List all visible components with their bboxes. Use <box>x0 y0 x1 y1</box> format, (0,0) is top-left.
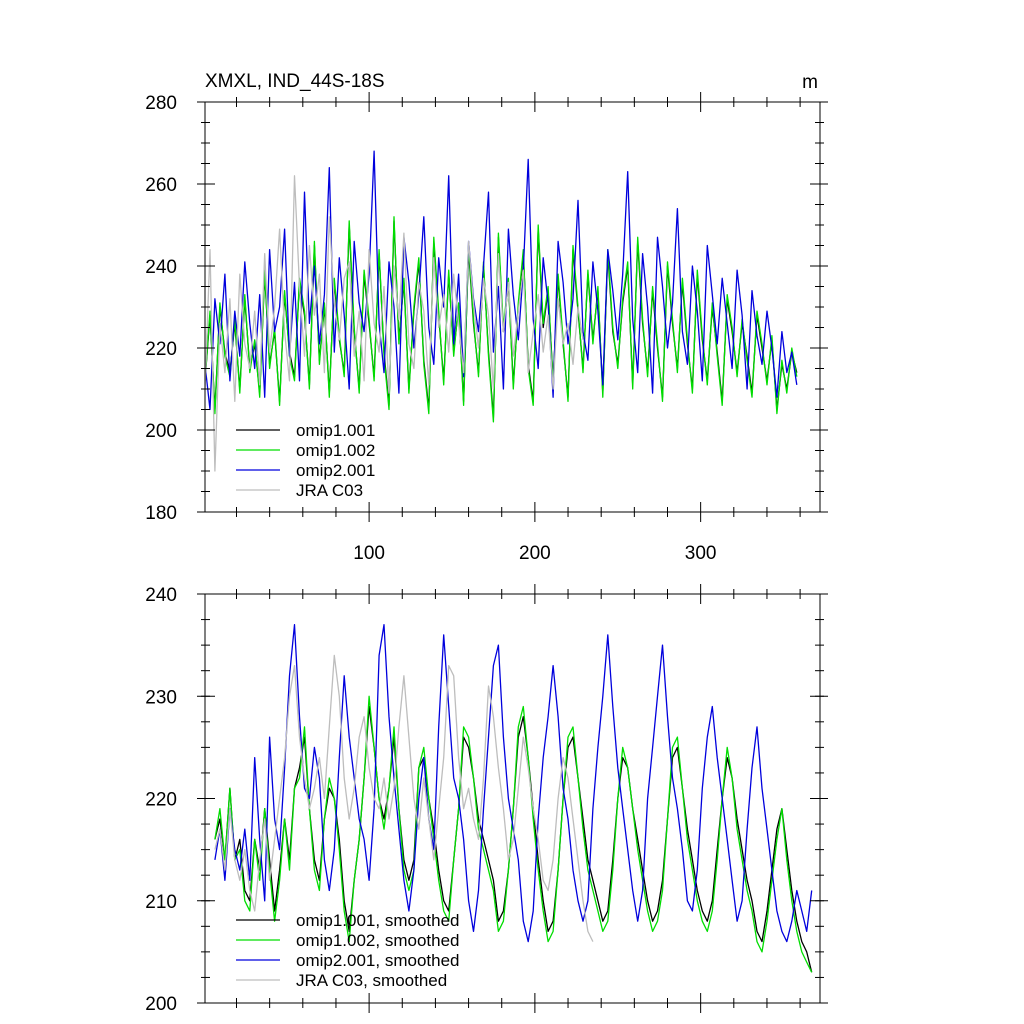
legend-label: omip1.001, smoothed <box>296 911 460 930</box>
series-line-2 <box>214 695 813 973</box>
chart-title: XMXL, IND_44S-18S <box>205 71 385 92</box>
units-label: m <box>802 72 818 93</box>
series-line-4 <box>205 175 584 472</box>
legend-label: JRA C03, smoothed <box>296 971 447 990</box>
series-group <box>205 150 798 472</box>
legend-label: JRA C03 <box>296 481 363 500</box>
y-tick-label: 200 <box>145 421 177 442</box>
y-tick-label: 240 <box>145 585 177 606</box>
chart-panel-2: 200 210 220 230 240 omip1.001, smoothedomip1.… <box>145 584 828 1015</box>
y-tick-label: 230 <box>145 687 177 708</box>
legend-label: omip1.001 <box>296 421 375 440</box>
y-tick-label: 200 <box>145 994 177 1015</box>
y-tick-label: 210 <box>145 892 177 913</box>
series-line-3 <box>214 624 813 943</box>
y-tick-label: 220 <box>145 790 177 811</box>
legend-label: omip2.001 <box>296 461 375 480</box>
y-tick-label: 180 <box>145 503 177 524</box>
y-tick-label: 280 <box>145 93 177 114</box>
legend-label: omip1.002, smoothed <box>296 931 460 950</box>
series-group <box>214 624 813 973</box>
series-line-4 <box>214 654 594 942</box>
x-tick-label: 100 <box>353 543 385 564</box>
y-tick-label: 240 <box>145 257 177 278</box>
series-line-2 <box>205 216 798 423</box>
x-tick-label: 200 <box>519 543 551 564</box>
legend-label: omip1.002 <box>296 441 375 460</box>
x-tick-label: 300 <box>685 543 717 564</box>
y-tick-label: 220 <box>145 339 177 360</box>
legend-label: omip2.001, smoothed <box>296 951 460 970</box>
series-line-3 <box>205 150 798 411</box>
chart-panel-1: 180 200 220 240 260 280 100 200 300 XMXL, IND_44S… <box>145 71 828 564</box>
y-tick-label: 260 <box>145 175 177 196</box>
